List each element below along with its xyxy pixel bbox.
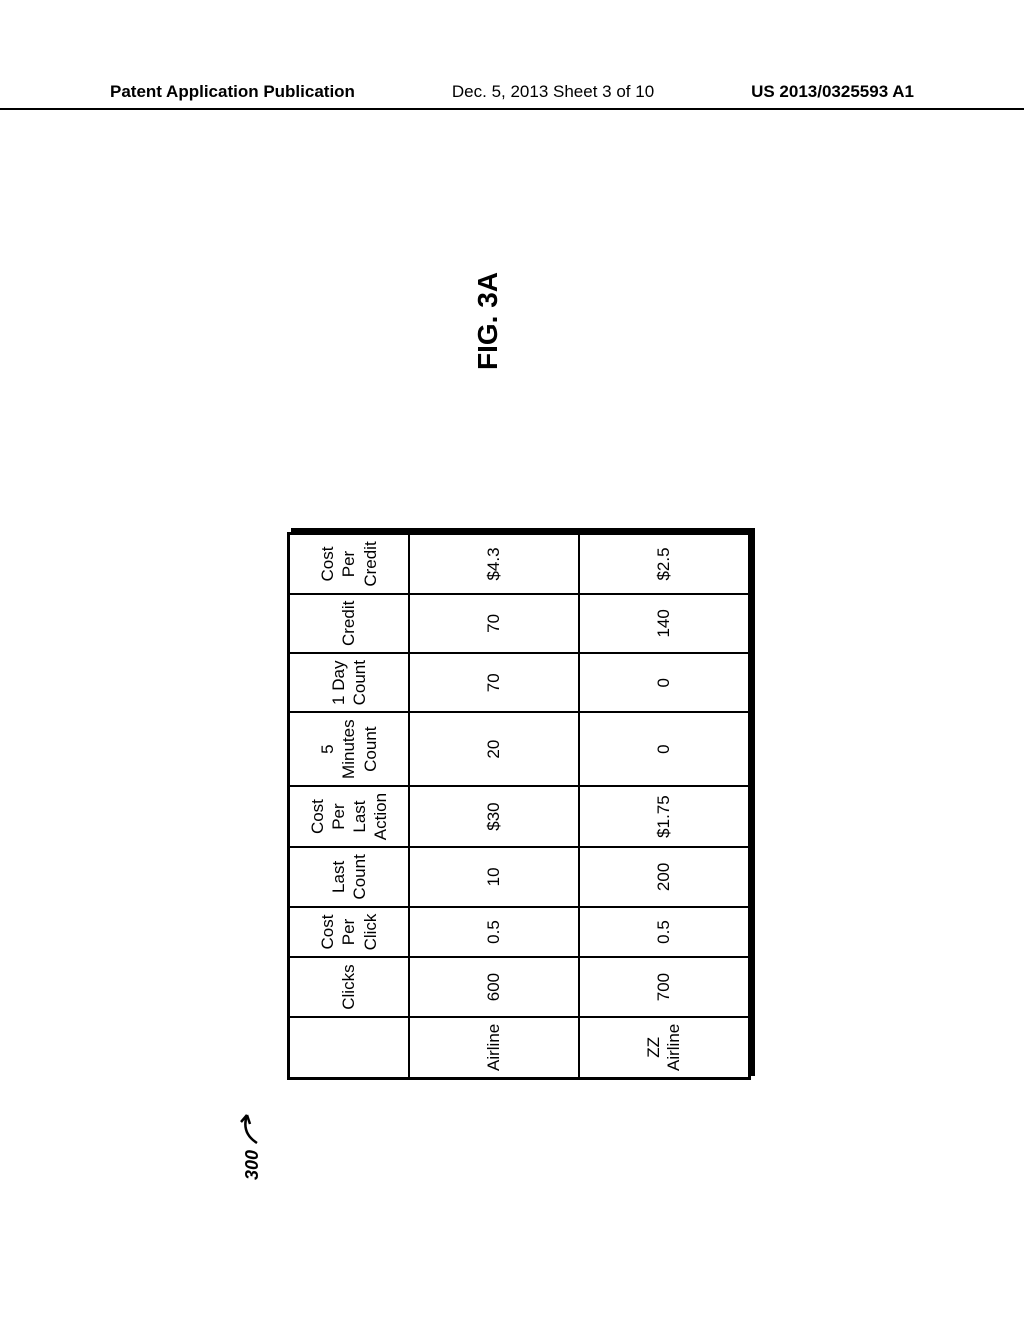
cell-value: 70	[409, 594, 579, 653]
col-header-rowlabel	[289, 1017, 410, 1079]
figure-label: FIG. 3A	[472, 272, 504, 370]
header-pubnumber: US 2013/0325593 A1	[751, 82, 914, 102]
cell-value: 200	[579, 847, 750, 906]
cell-value: 0	[579, 712, 750, 786]
cell-rowlabel: Airline	[409, 1017, 579, 1079]
cell-value: $4.3	[409, 534, 579, 594]
col-header-1day-count: 1 DayCount	[289, 653, 410, 712]
cell-value: 700	[579, 957, 750, 1016]
cell-value: $1.75	[579, 786, 750, 847]
page: Patent Application Publication Dec. 5, 2…	[0, 0, 1024, 1320]
header-date-sheet: Dec. 5, 2013 Sheet 3 of 10	[452, 82, 654, 102]
col-header-last-count: LastCount	[289, 847, 410, 906]
cell-value: 10	[409, 847, 579, 906]
cell-value: 20	[409, 712, 579, 786]
cell-value: 600	[409, 957, 579, 1016]
cell-value: $2.5	[579, 534, 750, 594]
col-header-credit: Credit	[289, 594, 410, 653]
cell-value: 0.5	[579, 907, 750, 958]
cell-value: 70	[409, 653, 579, 712]
data-table-container: Clicks CostPerClick LastCount Cost PerLa…	[287, 532, 751, 1080]
reference-numeral: 300	[242, 1150, 263, 1180]
table-row: Airline 600 0.5 10 $30 20 70 70 $4.3	[409, 534, 579, 1079]
table-row: ZZ Airline 700 0.5 200 $1.75 0 0 140 $2.…	[579, 534, 750, 1079]
data-table: Clicks CostPerClick LastCount Cost PerLa…	[287, 532, 751, 1080]
cell-rowlabel: ZZ Airline	[579, 1017, 750, 1079]
page-header: Patent Application Publication Dec. 5, 2…	[0, 82, 1024, 110]
cell-value: 0.5	[409, 907, 579, 958]
col-header-clicks: Clicks	[289, 957, 410, 1016]
cell-value: $30	[409, 786, 579, 847]
col-header-cost-per-click: CostPerClick	[289, 907, 410, 958]
header-publication: Patent Application Publication	[110, 82, 355, 102]
cell-value: 0	[579, 653, 750, 712]
col-header-5min-count: 5MinutesCount	[289, 712, 410, 786]
cell-value: 140	[579, 594, 750, 653]
table-header-row: Clicks CostPerClick LastCount Cost PerLa…	[289, 534, 410, 1079]
col-header-cost-per-last-action: Cost PerLast Action	[289, 786, 410, 847]
reference-arrow-icon	[237, 1105, 267, 1145]
col-header-cost-per-credit: Cost PerCredit	[289, 534, 410, 594]
